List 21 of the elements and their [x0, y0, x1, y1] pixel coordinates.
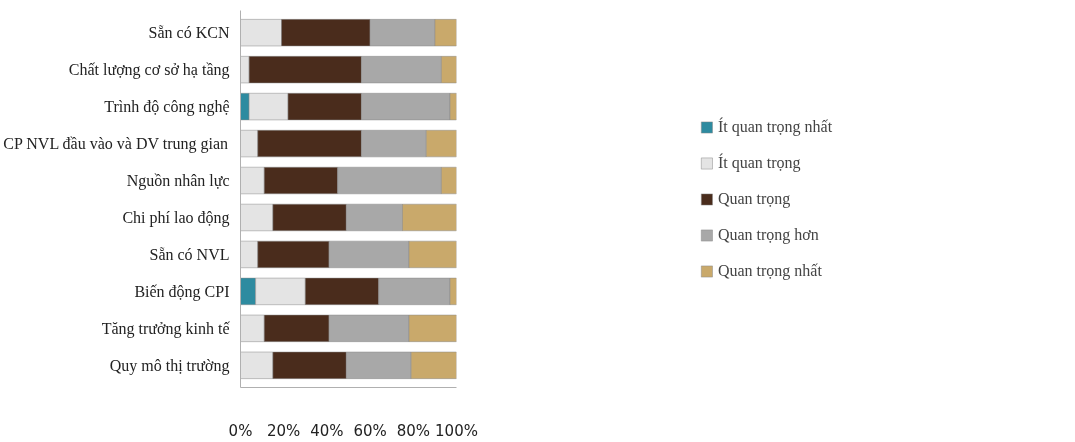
- y-tick-label: Chi phí lao động: [122, 208, 230, 227]
- x-tick-label: 40%: [310, 421, 344, 440]
- x-tick-label: 20%: [267, 421, 301, 440]
- legend-label: Quan trọng hơn: [717, 225, 819, 244]
- legend-label: Quan trọng nhất: [717, 261, 822, 280]
- y-tick-label: Sẵn có NVL: [149, 245, 230, 263]
- y-tick-label: Chất lượng cơ sở hạ tầng: [68, 61, 230, 80]
- y-tick-label: Nguồn nhân lực: [126, 172, 230, 191]
- x-tick-label: 100%: [435, 421, 478, 440]
- x-tick-label: 0%: [228, 421, 253, 440]
- y-tick-label: Trình độ công nghệ: [104, 98, 230, 117]
- legend-label: Quan trọng: [717, 189, 791, 208]
- y-tick-label: Biến động CPI: [134, 282, 230, 301]
- x-tick-label: 60%: [353, 421, 387, 440]
- y-tick-label: Sẵn có KCN: [148, 24, 230, 42]
- legend-label: Ít quan trọng: [717, 153, 801, 172]
- y-tick-label: Tăng trưởng kinh tế: [101, 319, 231, 338]
- legend-label: Ít quan trọng nhất: [717, 117, 833, 136]
- x-tick-label: 80%: [396, 421, 430, 440]
- y-tick-label: Quy mô thị trường: [109, 356, 230, 375]
- y-tick-label: CP NVL đầu vào và DV trung gian: [3, 135, 229, 154]
